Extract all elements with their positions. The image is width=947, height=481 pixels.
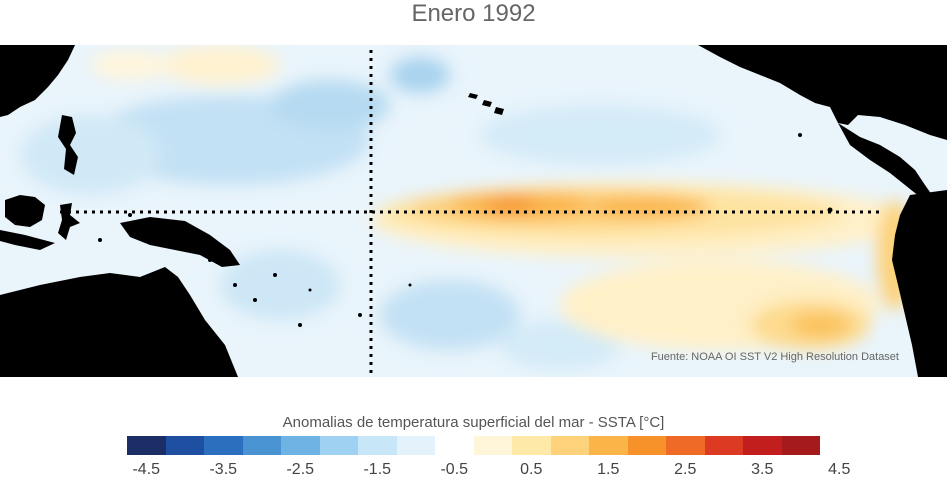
colorbar-swatch [165, 436, 204, 455]
colorbar-tick-label: -1.5 [363, 461, 392, 478]
sumatra-java [0, 230, 55, 250]
colorbar-tick-label: -3.5 [209, 461, 238, 478]
data-source-note: Fuente: NOAA OI SST V2 High Resolution D… [650, 351, 899, 363]
colorbar-swatch [319, 436, 358, 455]
cool-anomalies [20, 57, 720, 370]
colorbar-swatch [127, 436, 166, 455]
colorbar-swatch [204, 436, 243, 455]
colorbar-tick-label: 0.5 [520, 461, 543, 478]
colorbar-swatch [396, 436, 435, 455]
colorbar-tick-label: 1.5 [597, 461, 620, 478]
south-america [892, 190, 947, 377]
colorbar-tick-label: -4.5 [132, 461, 161, 478]
new-guinea [120, 217, 240, 267]
philippines [58, 115, 78, 175]
colorbar-tick-label: -2.5 [286, 461, 315, 478]
colorbar [127, 436, 820, 455]
colorbar-swatch [704, 436, 743, 455]
colorbar-tick-label: -0.5 [440, 461, 469, 478]
warm-anomalies [90, 45, 913, 350]
colorbar-swatch [242, 436, 281, 455]
central-america [838, 123, 932, 197]
colorbar-title: Anomalias de temperatura superficial del… [282, 414, 665, 431]
colorbar-swatch [627, 436, 666, 455]
colorbar-swatch [550, 436, 589, 455]
colorbar-tick-label: 4.5 [828, 461, 851, 478]
north-america [698, 45, 947, 140]
colorbar-swatch [666, 436, 705, 455]
colorbar-ticks: -4.5 -3.5 -2.5 -1.5 -0.5 0.5 1.5 2.5 3.5 4.5 [127, 461, 850, 481]
colorbar-swatch [281, 436, 320, 455]
colorbar-swatch [473, 436, 512, 455]
colorbar-swatch [743, 436, 782, 455]
land-masses [0, 45, 947, 377]
sulawesi-island [58, 203, 80, 240]
colorbar-tick-label: 2.5 [674, 461, 697, 478]
borneo-island [5, 195, 45, 227]
colorbar-swatch [512, 436, 551, 455]
cuba [880, 100, 935, 113]
australia [0, 267, 238, 377]
hawaii-islands [468, 93, 504, 115]
colorbar-swatch [781, 436, 820, 455]
asia-mainland [0, 45, 75, 117]
map-title: Enero 1992 [411, 0, 536, 27]
colorbar-tick-label: 3.5 [751, 461, 774, 478]
colorbar-swatch [589, 436, 628, 455]
colorbar-swatch [435, 436, 474, 455]
ssta-map [0, 45, 947, 377]
colorbar-swatch [358, 436, 397, 455]
